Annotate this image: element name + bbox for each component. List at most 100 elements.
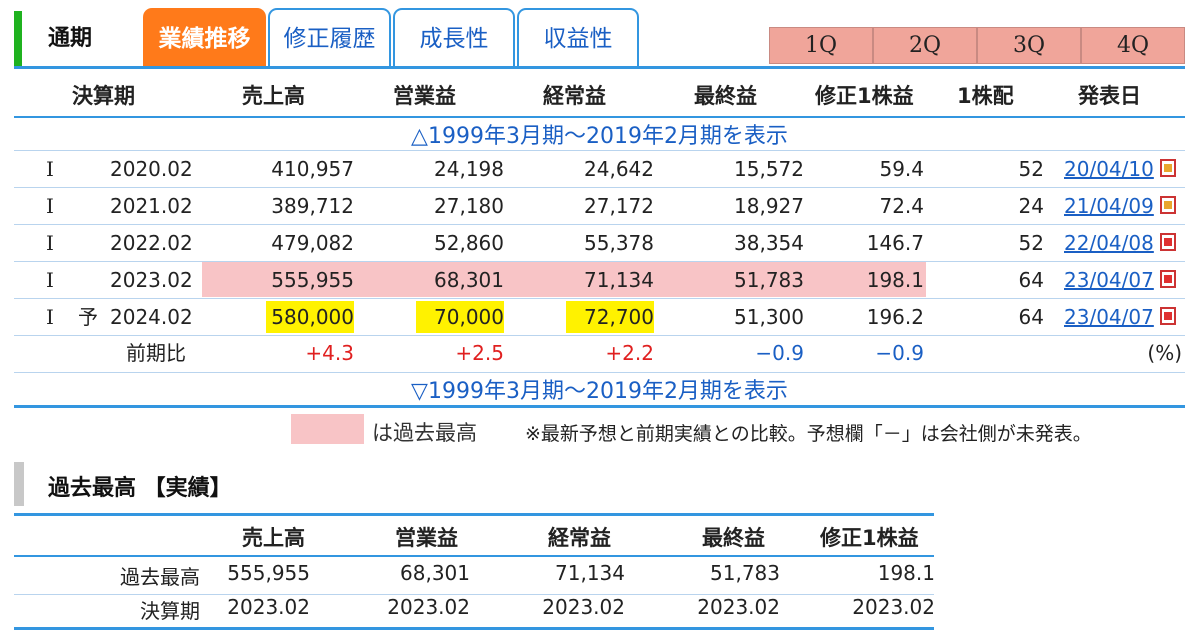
warning-doc-icon[interactable]: [1160, 159, 1176, 177]
row-divider: [14, 150, 1185, 151]
yoy-row: 前期比 +4.3 +2.5 +2.2 −0.9 −0.9 (%): [14, 334, 1185, 372]
operating-profit-cell: 52,860: [434, 231, 504, 255]
record-table-top-border: [14, 513, 934, 516]
dividend-cell: 52: [1018, 157, 1044, 181]
table-bottom-border: [14, 405, 1185, 408]
net-profit-cell: 51,300: [734, 305, 804, 329]
yoy-operating-profit: +2.5: [455, 341, 504, 365]
tab-revision-history[interactable]: 修正履歴: [268, 8, 391, 66]
record-col-ordinary-profit: 経常益: [548, 526, 611, 550]
announce-date-link[interactable]: 23/04/07: [1064, 268, 1154, 292]
row-divider: [14, 187, 1185, 188]
announce-date-link[interactable]: 23/04/07: [1064, 305, 1154, 329]
record-section-title: 過去最高 【実績】: [48, 476, 232, 501]
show-older-periods-link-top[interactable]: △1999年3月期～2019年2月期を表示: [411, 124, 788, 149]
record-high-highlight: [202, 262, 926, 297]
eps-cell: 198.1: [866, 268, 924, 292]
sales-cell: 410,957: [271, 157, 354, 181]
record-high-legend-label: は過去最高: [372, 421, 477, 445]
eps-cell: 196.2: [866, 305, 924, 329]
period-cell: 2020.02: [110, 157, 193, 181]
period-cell: 2024.02: [110, 305, 193, 329]
period-type-cell: I: [46, 305, 54, 329]
announce-date-link[interactable]: 22/04/08: [1064, 231, 1154, 255]
record-col-net-profit: 最終益: [702, 526, 765, 550]
dividend-cell: 24: [1018, 194, 1044, 218]
quarter-3q-button[interactable]: 3Q: [977, 27, 1081, 64]
ordinary-profit-cell: 55,378: [584, 231, 654, 255]
col-header-eps: 修正1株益: [815, 84, 914, 108]
quarter-4q-button[interactable]: 4Q: [1081, 27, 1185, 64]
period-cell: 2021.02: [110, 194, 193, 218]
record-row-label: 過去最高: [120, 565, 200, 589]
operating-profit-cell: 24,198: [434, 157, 504, 181]
record-col-operating-profit: 営業益: [395, 526, 458, 550]
row-divider: [14, 224, 1185, 225]
dividend-cell: 64: [1018, 305, 1044, 329]
row-divider: [14, 335, 1185, 336]
record-row-label: 決算期: [140, 599, 200, 623]
pdf-icon[interactable]: [1160, 307, 1176, 325]
net-profit-cell: 51,783: [734, 268, 804, 292]
announce-date-link[interactable]: 20/04/10: [1064, 157, 1154, 181]
row-divider: [14, 594, 934, 595]
col-header-sales: 売上高: [242, 84, 305, 108]
record-value-cell: 2023.02: [697, 595, 780, 619]
announce-date-link[interactable]: 21/04/09: [1064, 194, 1154, 218]
forecast-flag-cell: 予: [78, 305, 98, 329]
yoy-unit: (%): [1147, 341, 1182, 365]
net-profit-cell: 18,927: [734, 194, 804, 218]
table-row: I 2023.02 555,955 68,301 71,134 51,783 198.1 64…: [14, 261, 1185, 299]
col-header-operating-profit: 営業益: [393, 84, 456, 108]
quarter-2q-button[interactable]: 2Q: [873, 27, 977, 64]
col-header-period: 決算期: [72, 84, 135, 108]
operating-profit-cell-highlighted: 70,000: [416, 301, 504, 333]
sales-cell: 389,712: [271, 194, 354, 218]
dividend-cell: 64: [1018, 268, 1044, 292]
period-type-cell: I: [46, 268, 54, 292]
dividend-cell: 52: [1018, 231, 1044, 255]
quarter-1q-button[interactable]: 1Q: [769, 27, 873, 64]
period-label: 通期: [48, 26, 93, 51]
eps-cell: 72.4: [879, 194, 924, 218]
tab-profitability[interactable]: 収益性: [517, 8, 639, 66]
ordinary-profit-cell: 71,134: [584, 268, 654, 292]
period-type-cell: I: [46, 231, 54, 255]
yoy-ordinary-profit: +2.2: [605, 341, 654, 365]
yoy-net-profit: −0.9: [755, 341, 804, 365]
table-top-border: [14, 66, 1185, 69]
record-value-cell: 51,783: [710, 561, 780, 585]
yoy-eps: −0.9: [875, 341, 924, 365]
pdf-icon[interactable]: [1160, 270, 1176, 288]
table-row: I 2020.02 410,957 24,198 24,642 15,572 59.4 52 2…: [14, 150, 1185, 188]
record-value-cell: 555,955: [227, 561, 310, 585]
warning-doc-icon[interactable]: [1160, 196, 1176, 214]
operating-profit-cell: 27,180: [434, 194, 504, 218]
show-older-periods-link-bottom[interactable]: ▽1999年3月期～2019年2月期を表示: [411, 379, 788, 404]
ordinary-profit-cell: 24,642: [584, 157, 654, 181]
record-value-cell: 2023.02: [542, 595, 625, 619]
yoy-sales: +4.3: [305, 341, 354, 365]
operating-profit-cell: 68,301: [434, 268, 504, 292]
header-border: [14, 116, 1185, 118]
col-header-dividend: 1株配: [957, 84, 1014, 108]
pdf-icon[interactable]: [1160, 233, 1176, 251]
net-profit-cell: 15,572: [734, 157, 804, 181]
table-row: I 予 2024.02 580,000 70,000 72,700 51,300 196.2 6…: [14, 298, 1185, 336]
eps-cell: 59.4: [879, 157, 924, 181]
yoy-label: 前期比: [126, 341, 186, 365]
record-value-cell: 2023.02: [852, 595, 935, 619]
ordinary-profit-cell-highlighted: 72,700: [566, 301, 654, 333]
tab-performance[interactable]: 業績推移: [143, 8, 266, 66]
period-type-cell: I: [46, 194, 54, 218]
col-header-net-profit: 最終益: [694, 84, 757, 108]
sales-cell-highlighted: 580,000: [266, 301, 354, 333]
tab-growth[interactable]: 成長性: [393, 8, 515, 66]
sales-cell: 479,082: [271, 231, 354, 255]
record-value-cell: 68,301: [400, 561, 470, 585]
record-table-bottom-border: [14, 627, 934, 630]
footnote: ※最新予想と前期実績との比較。予想欄「－」は会社側が未発表。: [525, 423, 1092, 445]
section-indicator-bar: [14, 462, 24, 506]
record-header-border: [14, 555, 934, 557]
period-indicator-bar: [14, 11, 22, 66]
